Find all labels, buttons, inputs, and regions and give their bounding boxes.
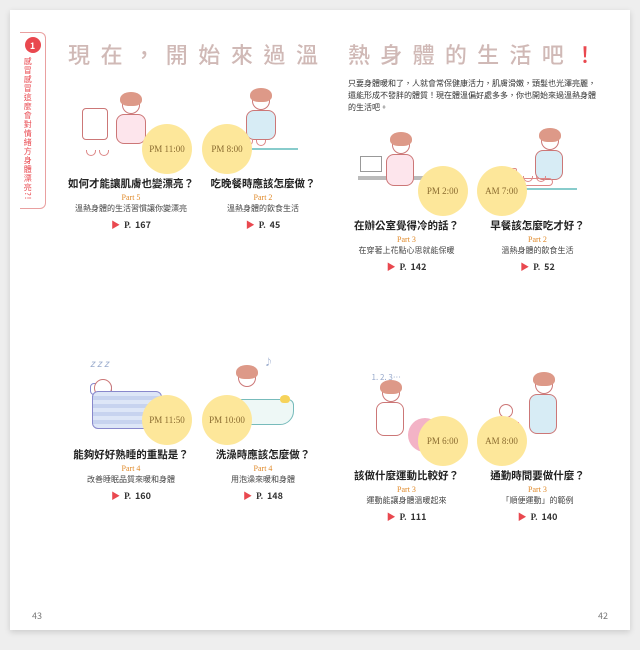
arrow-icon: ▶ xyxy=(246,218,255,231)
card-desc: 用泡澡來暖和身體 xyxy=(231,474,295,485)
page-ref: ▶P.140 xyxy=(518,510,558,523)
card-desc: 「順便運動」的範例 xyxy=(502,495,574,506)
card-desc: 溫熱身體的飲食生活 xyxy=(502,245,574,256)
page-number: 148 xyxy=(267,489,283,502)
time-bubble: PM 10:00 xyxy=(202,395,252,445)
page-ref: ▶P.167 xyxy=(111,218,151,231)
arrow-icon: ▶ xyxy=(243,489,252,502)
time-bubble: PM 2:00 xyxy=(418,166,468,216)
illustration: z z zPM 11:50 xyxy=(76,349,186,441)
card-desc: 改善睡眠品質來暖和身體 xyxy=(87,474,175,485)
card-question: 洗澡時應該怎麼做？ xyxy=(216,447,311,462)
card-part: Part 2 xyxy=(528,235,547,244)
card-desc: 運動能讓身體溫暖起來 xyxy=(367,495,447,506)
intro-text: 只要身體暖和了，人就會常保健康活力，肌膚滑嫩，頭髮也光澤亮麗，還能形成不發胖的體… xyxy=(348,78,596,114)
title-left: 現在，開始來過溫 xyxy=(68,38,318,70)
arrow-icon: ▶ xyxy=(520,260,529,273)
time-bubble: PM 11:00 xyxy=(142,124,192,174)
page-number: 160 xyxy=(135,489,151,502)
card-desc: 在穿著上花點心思就能保暖 xyxy=(359,245,455,256)
time-bubble: PM 6:00 xyxy=(418,416,468,466)
page-ref: ▶P.148 xyxy=(243,489,283,502)
card-desc: 溫熱身體的生活習慣讓你變漂亮 xyxy=(75,203,187,214)
illustration: ♪PM 10:00 xyxy=(208,349,318,441)
arrow-icon: ▶ xyxy=(387,510,396,523)
card-part: Part 3 xyxy=(528,485,547,494)
page-ref: ▶P.142 xyxy=(387,260,427,273)
time-bubble: PM 8:00 xyxy=(202,124,252,174)
arrow-icon: ▶ xyxy=(111,489,120,502)
page-number: 142 xyxy=(411,260,427,273)
illustration: PM 8:00 xyxy=(208,78,318,170)
left-page: 現在，開始來過溫 PM 11:00如何才能讓肌膚也變漂亮？Part 5溫熱身體的… xyxy=(68,38,318,610)
time-bubble: PM 11:50 xyxy=(142,395,192,445)
tab-number-chip: 1 xyxy=(25,37,41,53)
info-card: z z zPM 11:50 能夠好好熟睡的重點是？ Part 4改善睡眠品質來暖和身… xyxy=(68,349,194,610)
info-card: PM 8:00 吃晚餐時應該怎麼做？ Part 2溫熱身體的飲食生活 ▶P.45 xyxy=(208,78,318,339)
page-number: 140 xyxy=(542,510,558,523)
card-part: Part 4 xyxy=(122,464,141,473)
card-part: Part 5 xyxy=(122,193,141,202)
card-question: 該做什麼運動比較好？ xyxy=(354,468,459,483)
card-part: Part 3 xyxy=(397,235,416,244)
time-bubble: AM 7:00 xyxy=(477,166,527,216)
page-ref: ▶P.45 xyxy=(246,218,281,231)
card-desc: 溫熱身體的飲食生活 xyxy=(227,203,299,214)
right-page: 熱身體的生活吧！ 只要身體暖和了，人就會常保健康活力，肌膚滑嫩，頭髮也光澤亮麗，… xyxy=(348,38,596,610)
info-card: PM 2:00 在辦公室覺得冷的話？ Part 3在穿著上花點心思就能保暖 ▶P.14… xyxy=(348,120,465,360)
time-bubble: AM 8:00 xyxy=(477,416,527,466)
card-part: Part 3 xyxy=(397,485,416,494)
info-card: AM 8:00 通勤時間要做什麼？ Part 3「順便運動」的範例 ▶P.140 xyxy=(479,370,596,610)
page-ref: ▶P.160 xyxy=(111,489,151,502)
info-card: ♪PM 10:00 洗澡時應該怎麼做？ Part 4用泡澡來暖和身體 ▶P.148 xyxy=(208,349,318,610)
page-number-left: 43 xyxy=(32,609,42,622)
illustration: AM 8:00 xyxy=(483,370,593,462)
card-question: 早餐該怎麼吃才好？ xyxy=(490,218,585,233)
card-question: 通勤時間要做什麼？ xyxy=(490,468,585,483)
page-number: 111 xyxy=(411,510,427,523)
card-part: Part 4 xyxy=(254,464,273,473)
illustration: PM 11:00 xyxy=(76,78,186,170)
info-card: AM 7:00 早餐該怎麼吃才好？ Part 2溫熱身體的飲食生活 ▶P.52 xyxy=(479,120,596,360)
arrow-icon: ▶ xyxy=(111,218,120,231)
page-number: 45 xyxy=(270,218,281,231)
info-card: 1. 2. 3…PM 6:00 該做什麼運動比較好？ Part 3運動能讓身體溫暖起… xyxy=(348,370,465,610)
info-card: PM 11:00 如何才能讓肌膚也變漂亮？ Part 5溫熱身體的生活習慣讓你變漂亮… xyxy=(68,78,194,339)
card-part: Part 2 xyxy=(254,193,273,202)
page-number: 167 xyxy=(135,218,151,231)
page-ref: ▶P.111 xyxy=(387,510,427,523)
illustration: 1. 2. 3…PM 6:00 xyxy=(352,370,462,462)
illustration: PM 2:00 xyxy=(352,120,462,212)
tab-label: 感冒感冒這麼會對情緒方身體漂亮?! xyxy=(22,57,33,200)
card-question: 吃晚餐時應該怎麼做？ xyxy=(211,176,316,191)
side-tab: 1 感冒感冒這麼會對情緒方身體漂亮?! xyxy=(20,32,46,209)
card-question: 如何才能讓肌膚也變漂亮？ xyxy=(68,176,194,191)
page-ref: ▶P.52 xyxy=(520,260,555,273)
arrow-icon: ▶ xyxy=(387,260,396,273)
page-number: 52 xyxy=(544,260,555,273)
title-right: 熱身體的生活吧！ xyxy=(348,38,596,70)
arrow-icon: ▶ xyxy=(518,510,527,523)
illustration: AM 7:00 xyxy=(483,120,593,212)
card-question: 在辦公室覺得冷的話？ xyxy=(354,218,459,233)
card-question: 能夠好好熟睡的重點是？ xyxy=(73,447,189,462)
page-number-right: 42 xyxy=(598,609,608,622)
